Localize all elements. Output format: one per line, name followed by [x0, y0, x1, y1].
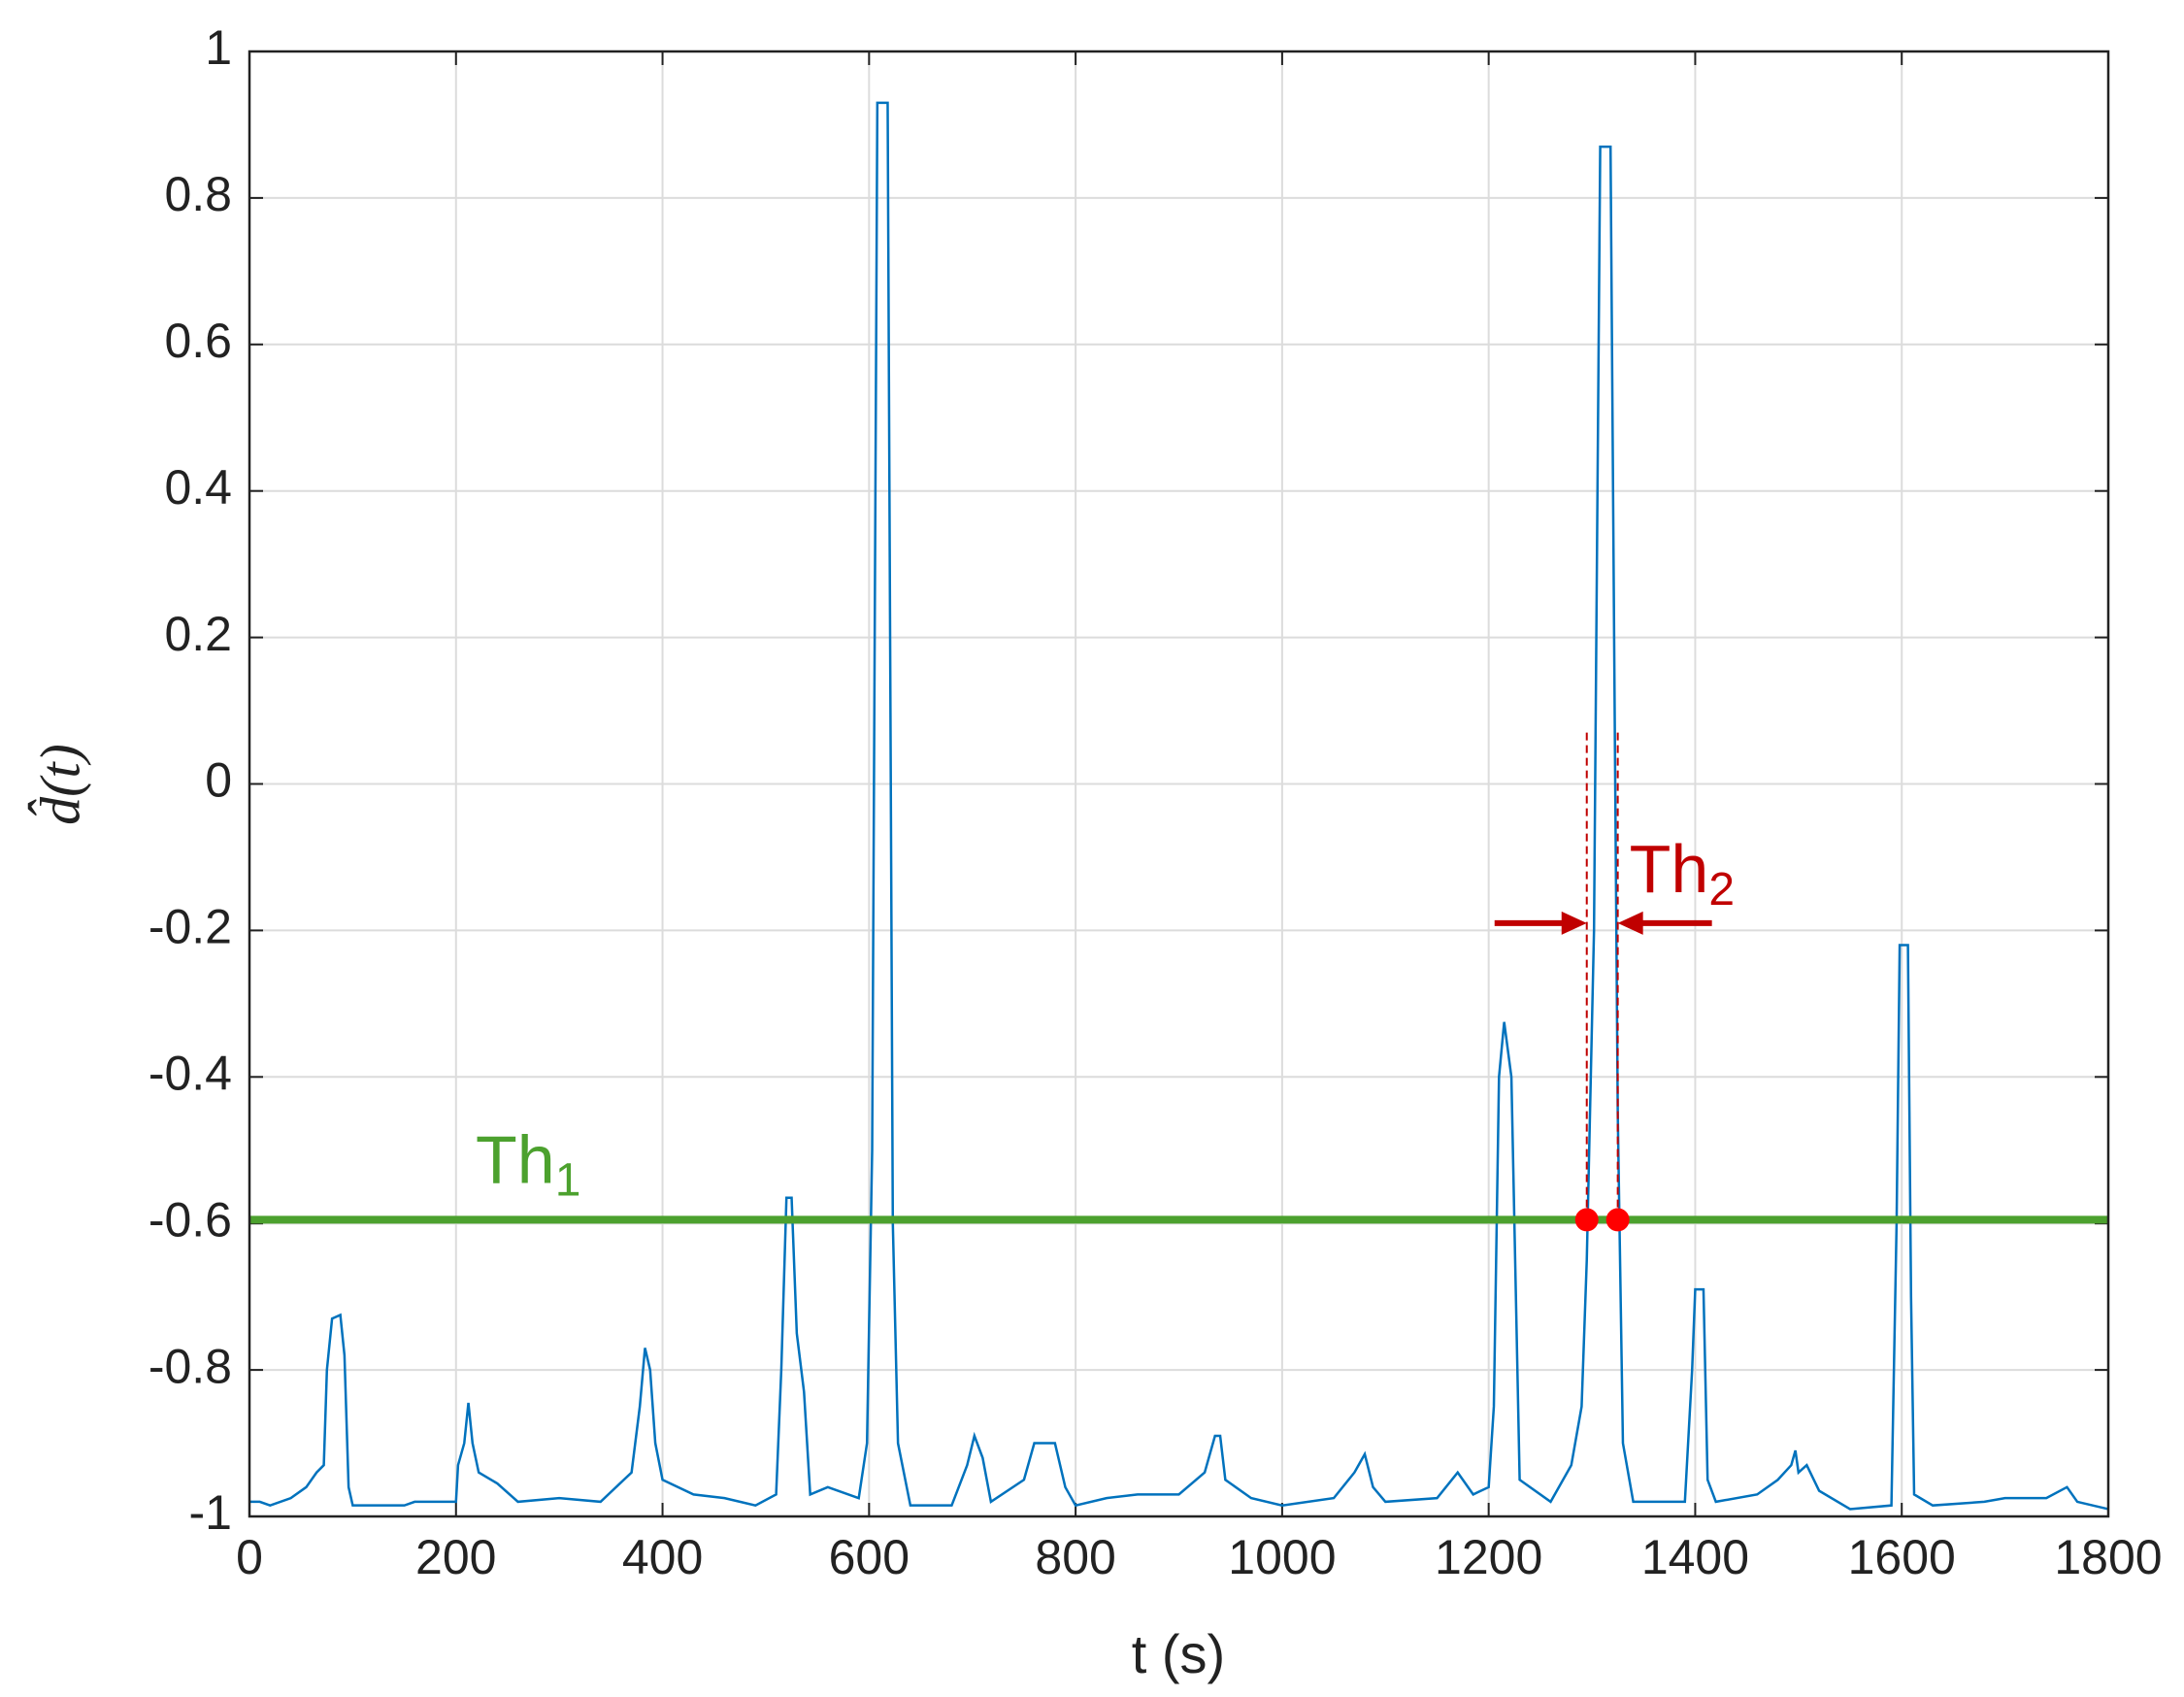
window-sub: 2: [1708, 864, 1735, 915]
plot-frame: [248, 50, 2110, 1518]
window-text: Th: [1630, 831, 1709, 907]
y-tick-label: 0.6: [164, 314, 232, 368]
y-tick-label: -0.4: [149, 1047, 232, 1101]
window-label: Th2: [1630, 831, 1735, 915]
x-tick-label: 400: [622, 1530, 703, 1584]
y-tick-label: -0.6: [149, 1192, 232, 1247]
data-line: [249, 101, 2109, 1511]
window-arrowhead: [1617, 911, 1643, 935]
x-tick-label: 1800: [2054, 1530, 2162, 1584]
x-axis-label: t (s): [1132, 1623, 1225, 1684]
x-tick-label: 1000: [1228, 1530, 1336, 1584]
x-tick-label: 1400: [1641, 1530, 1749, 1584]
y-tick-label: -1: [189, 1485, 232, 1540]
threshold-text: Th: [476, 1122, 555, 1198]
threshold-sub: 1: [555, 1154, 581, 1206]
x-tick-label: 1200: [1435, 1530, 1542, 1584]
x-tick-label: 600: [829, 1530, 910, 1584]
y-tick-label: 0: [205, 753, 232, 808]
x-tick-label: 200: [415, 1530, 496, 1584]
y-axis-label: d̂(t): [28, 744, 91, 825]
x-tick-label: 1600: [1848, 1530, 1956, 1584]
x-tick-label: 0: [236, 1530, 263, 1584]
x-tick-label: 800: [1035, 1530, 1115, 1584]
y-tick-label: -0.8: [149, 1339, 232, 1393]
y-tick-label: 0.2: [164, 607, 232, 661]
crossing-point: [1574, 1208, 1599, 1232]
threshold-label: Th1: [476, 1122, 580, 1206]
y-tick-label: 0.4: [164, 460, 232, 515]
window-arrowhead: [1561, 911, 1587, 935]
y-tick-label: -0.2: [149, 900, 232, 954]
y-tick-label: 0.8: [164, 167, 232, 221]
crossing-point: [1605, 1208, 1630, 1232]
y-tick-label: 1: [205, 20, 232, 75]
